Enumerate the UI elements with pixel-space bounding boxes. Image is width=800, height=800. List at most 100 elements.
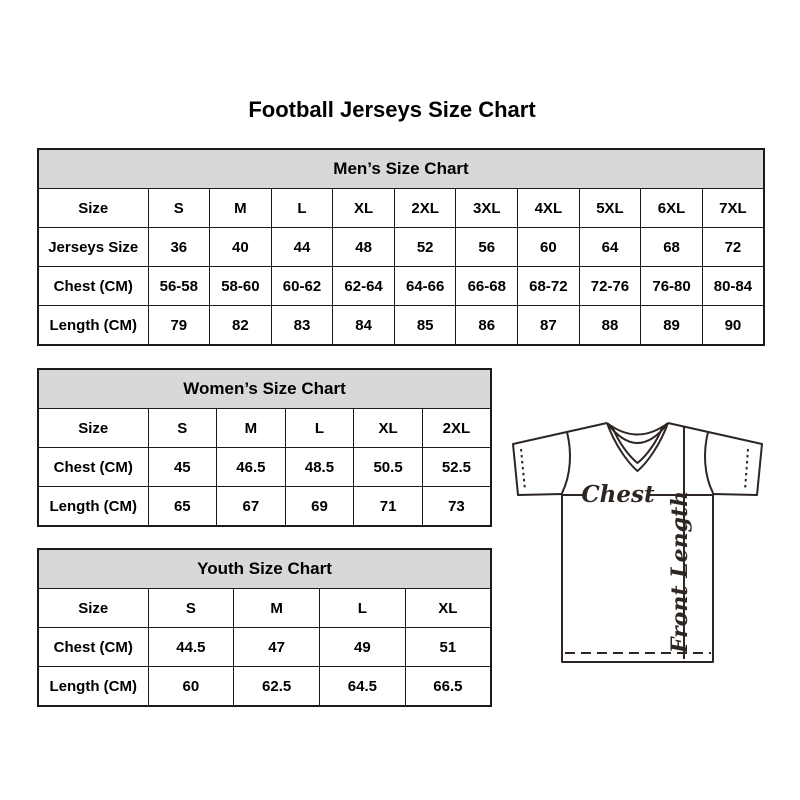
table-cell: 60-62 (270, 266, 334, 306)
table-cell: 7XL (701, 188, 765, 228)
table-cell: XL (332, 188, 395, 228)
jersey-measurement-diagram-icon: Chest Front Length (512, 422, 763, 663)
row-label: Chest (CM) (37, 627, 149, 667)
table-title-row: Women’s Size Chart (37, 368, 492, 409)
table-cell: 40 (209, 227, 272, 267)
row-label: Length (CM) (37, 486, 149, 527)
womens-size-chart-table: Women’s Size Chart Size S M L XL 2XL Chest (CM)… (37, 368, 492, 527)
jersey-outline (512, 422, 763, 663)
left-cuff-stitch-line (520, 448, 526, 491)
table-cell: 44 (270, 227, 334, 267)
table-row: Jerseys Size 36 40 44 48 52 56 60 64 68 72 (37, 227, 765, 267)
table-cell: 60 (517, 227, 580, 267)
table-title-row: Youth Size Chart (37, 548, 492, 589)
youth-size-chart-table: Youth Size Chart Size S M L XL Chest (CM) 44.5 4… (37, 548, 492, 707)
table-cell: 71 (353, 486, 423, 527)
table-cell: 76-80 (640, 266, 703, 306)
table-cell: 79 (147, 305, 211, 346)
front-length-measure-label: Front Length (667, 491, 693, 654)
table-cell: 64-66 (393, 266, 457, 306)
chest-measure-label: Chest (581, 481, 655, 508)
table-row: Size S M L XL 2XL 3XL 4XL 5XL 6XL 7XL (37, 188, 765, 228)
table-cell: L (284, 408, 355, 448)
table-cell: 2XL (421, 408, 492, 448)
table-cell: 64.5 (319, 666, 406, 707)
row-label: Size (37, 408, 149, 448)
table-cell: L (270, 188, 334, 228)
table-cell: 85 (393, 305, 457, 346)
table-cell: 89 (640, 305, 703, 346)
table-row: Length (CM) 79 82 83 84 85 86 87 88 89 90 (37, 305, 765, 346)
table-cell: M (233, 588, 320, 628)
table-cell: 48 (332, 227, 395, 267)
table-cell: 52.5 (421, 447, 492, 487)
table-cell: 50.5 (353, 447, 423, 487)
table-cell: 65 (147, 486, 218, 527)
table-row: Length (CM) 65 67 69 71 73 (37, 486, 492, 527)
table-cell: 72-76 (578, 266, 642, 306)
table-row: Size S M L XL (37, 588, 492, 628)
table-cell: 48.5 (284, 447, 355, 487)
row-label: Length (CM) (37, 666, 149, 707)
table-cell: 44.5 (147, 627, 235, 667)
table-cell: M (216, 408, 286, 448)
table-cell: 36 (147, 227, 211, 267)
row-label: Size (37, 588, 149, 628)
table-title: Women’s Size Chart (37, 368, 492, 409)
row-label: Jerseys Size (37, 227, 149, 267)
table-cell: 83 (270, 305, 334, 346)
table-cell: 2XL (393, 188, 457, 228)
table-cell: 6XL (640, 188, 703, 228)
table-cell: XL (353, 408, 423, 448)
right-cuff-stitch-line (744, 448, 749, 491)
table-cell: 66-68 (455, 266, 519, 306)
table-cell: 72 (701, 227, 765, 267)
row-label: Size (37, 188, 149, 228)
table-cell: XL (404, 588, 492, 628)
table-row: Chest (CM) 45 46.5 48.5 50.5 52.5 (37, 447, 492, 487)
table-cell: 66.5 (404, 666, 492, 707)
table-row: Chest (CM) 44.5 47 49 51 (37, 627, 492, 667)
table-cell: 45 (147, 447, 218, 487)
row-label: Chest (CM) (37, 266, 149, 306)
table-cell: 82 (209, 305, 272, 346)
table-cell: S (147, 188, 211, 228)
table-cell: 87 (517, 305, 580, 346)
row-label: Length (CM) (37, 305, 149, 346)
table-cell: 49 (319, 627, 406, 667)
table-cell: 69 (284, 486, 355, 527)
table-cell: 88 (578, 305, 642, 346)
table-title: Men’s Size Chart (37, 148, 765, 189)
table-cell: 3XL (455, 188, 519, 228)
table-cell: 4XL (517, 188, 580, 228)
page-title: Football Jerseys Size Chart (248, 97, 536, 122)
table-cell: L (319, 588, 406, 628)
table-cell: 5XL (578, 188, 642, 228)
table-title-row: Men’s Size Chart (37, 148, 765, 189)
table-cell: 46.5 (216, 447, 286, 487)
table-cell: 80-84 (701, 266, 765, 306)
table-row: Length (CM) 60 62.5 64.5 66.5 (37, 666, 492, 707)
table-title: Youth Size Chart (37, 548, 492, 589)
table-cell: 58-60 (209, 266, 272, 306)
table-cell: 73 (421, 486, 492, 527)
table-cell: 86 (455, 305, 519, 346)
table-cell: 64 (578, 227, 642, 267)
table-cell: 47 (233, 627, 320, 667)
table-cell: 62-64 (332, 266, 395, 306)
table-cell: S (147, 588, 235, 628)
table-cell: 52 (393, 227, 457, 267)
table-cell: 62.5 (233, 666, 320, 707)
table-row: Size S M L XL 2XL (37, 408, 492, 448)
table-cell: 90 (701, 305, 765, 346)
measurement-lines (562, 426, 713, 659)
table-cell: 56-58 (147, 266, 211, 306)
table-cell: 68 (640, 227, 703, 267)
table-cell: 51 (404, 627, 492, 667)
table-cell: 56 (455, 227, 519, 267)
table-cell: 68-72 (517, 266, 580, 306)
mens-size-chart-table: Men’s Size Chart Size S M L XL 2XL 3XL 4XL 5XL 6XL… (37, 148, 765, 346)
table-cell: 60 (147, 666, 235, 707)
table-cell: M (209, 188, 272, 228)
